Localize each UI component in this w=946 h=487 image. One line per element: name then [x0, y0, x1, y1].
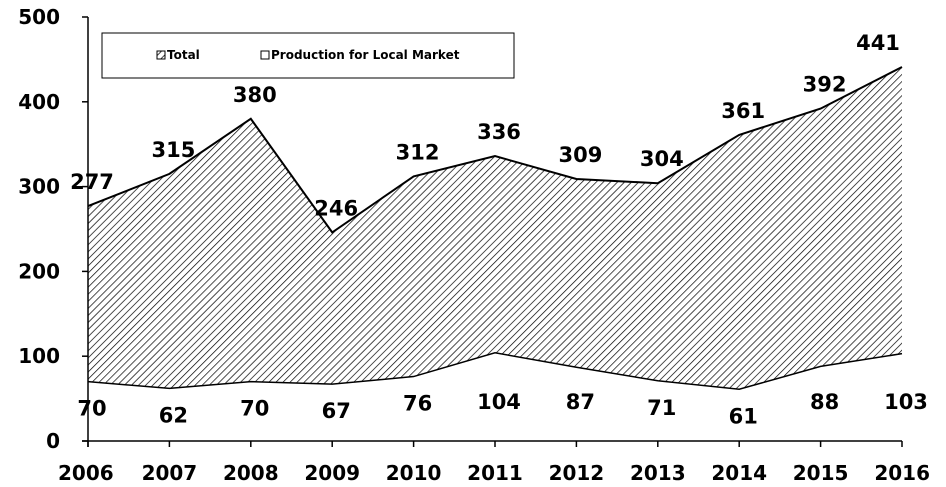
total-line	[87, 66, 903, 234]
x-tick-label-2007: 2007	[142, 461, 198, 485]
x-tick-label-2015: 2015	[793, 461, 849, 485]
y-tick-label-400: 400	[18, 90, 60, 114]
y-tick-label-0: 0	[46, 429, 60, 453]
legend-box	[101, 32, 515, 79]
total-label-2015: 392	[803, 73, 847, 97]
legend-label-total: Total	[167, 48, 200, 62]
local-market-label-2007: 62	[159, 403, 188, 427]
x-tick-label-2012: 2012	[549, 461, 605, 485]
axes: 0 100 200 300 400 500 2006 2007 2008 2009 2010 2011…	[18, 5, 930, 485]
x-tick-label-2008: 2008	[223, 461, 279, 485]
local-market-label-2009: 67	[322, 399, 351, 423]
total-label-2016: 441	[856, 31, 900, 55]
x-tick-label-2011: 2011	[467, 461, 523, 485]
total-label-2012: 309	[558, 143, 602, 167]
total-area	[88, 67, 902, 442]
x-tick-label-2013: 2013	[630, 461, 686, 485]
local-market-label-2008: 70	[240, 397, 269, 421]
legend-swatch-local-market	[260, 50, 270, 60]
local-market-label-2015: 88	[810, 390, 839, 414]
local-market-area	[88, 352, 902, 441]
local-market-label-2012: 87	[566, 390, 595, 414]
legend-label-local-market: Production for Local Market	[271, 48, 460, 62]
plot-area	[87, 66, 903, 442]
y-tick-label-100: 100	[18, 344, 60, 368]
x-tick-label-2009: 2009	[304, 461, 360, 485]
x-tick-label-2006: 2006	[58, 461, 114, 485]
local-market-line	[87, 352, 903, 391]
total-label-2013: 304	[640, 147, 684, 171]
y-tick-label-500: 500	[18, 5, 60, 29]
local-market-label-2006: 70	[77, 397, 106, 421]
total-label-2009: 246	[314, 196, 358, 220]
total-label-2014: 361	[721, 99, 765, 123]
total-label-2007: 315	[151, 138, 195, 162]
total-label-2008: 380	[233, 83, 277, 107]
total-label-2010: 312	[396, 140, 440, 164]
y-tick-label-200: 200	[18, 259, 60, 283]
legend-swatch-total	[156, 50, 166, 60]
x-tick-label-2014: 2014	[711, 461, 767, 485]
total-label-2011: 336	[477, 120, 521, 144]
local-market-label-2016: 103	[884, 390, 928, 414]
local-market-label-2013: 71	[647, 396, 676, 420]
local-market-label-2011: 104	[477, 390, 521, 414]
data-labels: 277 315 380 246 312 336 309 304 361 392 441 70 62 70 6…	[70, 31, 928, 428]
total-label-2006: 277	[70, 170, 114, 194]
legend: Total Production for Local Market	[101, 32, 515, 79]
x-tick-label-2010: 2010	[386, 461, 442, 485]
y-tick-label-300: 300	[18, 175, 60, 199]
local-market-label-2014: 61	[729, 404, 758, 428]
local-market-label-2010: 76	[403, 392, 432, 416]
x-tick-label-2016: 2016	[874, 461, 930, 485]
